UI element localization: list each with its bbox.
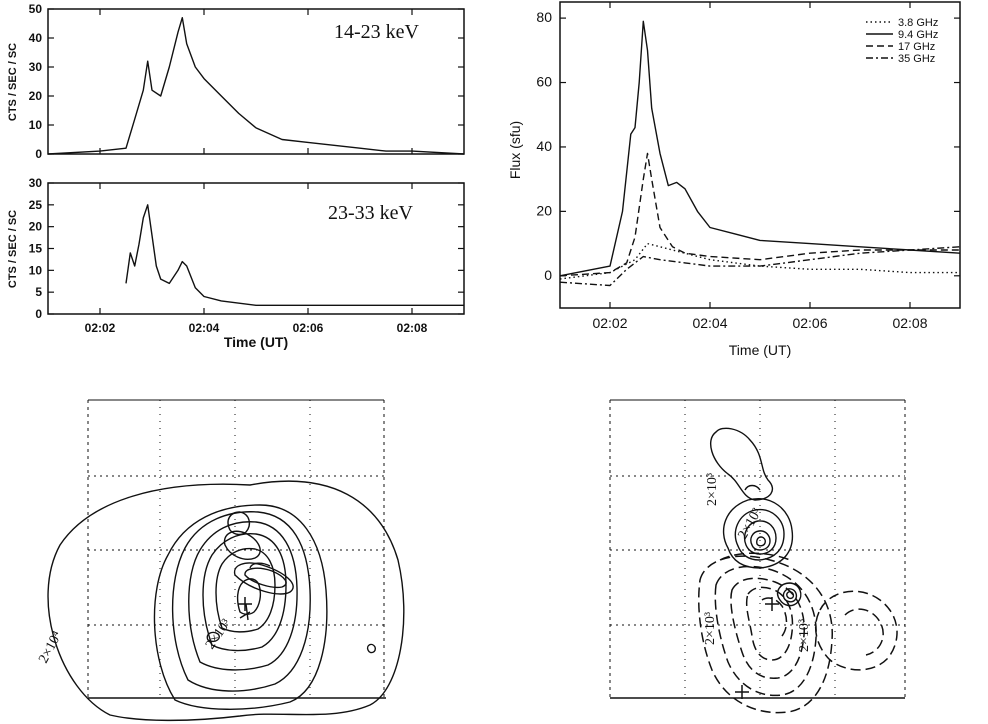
hxr-high-ylabel: CTS / SEC / SC [7,210,19,288]
left-contour-label-1: 2×10⁴ [36,629,65,666]
y-tick-label: 0 [35,307,42,321]
radio-panel: Flux (sfu) Time (UT) 0 20 40 60 80 02:02 02:04… [507,1,961,358]
legend-label: 9.4 GHz [898,29,938,41]
right-map-marker [735,597,779,699]
series-line [47,17,465,155]
y-tick-label: 0 [544,267,552,283]
y-tick-label: 0 [35,147,42,161]
series-line-9-4-ghz [559,20,961,277]
y-tick-label: 20 [536,202,552,218]
right-contour-map: 2×10³ 2×10³ 2×10³ 2×10³ [609,399,906,714]
x-tick-label: 02:08 [892,315,927,331]
y-tick-label: 40 [536,138,552,154]
y-tick-label: 15 [29,242,43,256]
hxr-low-annotation: 14-23 keV [334,21,420,43]
x-tick-label: 02:04 [692,315,727,331]
legend-label: 35 GHz [898,53,935,65]
left-contour-map: 2×10⁴ 2×10³ [36,399,405,722]
hxr-high-annotation: 23-33 keV [328,202,414,224]
hxr-low-ylabel: CTS / SEC / SC [7,43,19,121]
y-tick-label: 10 [29,263,43,277]
right-contour-label-4: 2×10³ [797,619,812,652]
y-tick-label: 20 [29,220,43,234]
x-tick-label: 02:08 [397,321,428,335]
right-contour-label-1: 2×10³ [705,473,720,506]
radio-frame [559,1,961,309]
hxr-high-xlabel: Time (UT) [224,334,288,350]
y-tick-label: 10 [29,118,43,132]
hxr-high-panel: 23-33 keV CTS / SEC / SC Time (UT) 0 5 10 1… [7,176,465,350]
y-tick-label: 60 [536,74,552,90]
right-contour-label-3: 2×10³ [703,612,718,645]
y-tick-label: 40 [29,31,43,45]
y-tick-label: 30 [29,176,43,190]
legend-label: 17 GHz [898,41,935,53]
series-line-17-ghz [559,152,960,277]
hxr-low-panel: 14-23 keV CTS / SEC / SC 0 10 20 30 40 50 [7,2,465,161]
x-tick-label: 02:06 [293,321,324,335]
legend-label: 3.8 GHz [898,17,938,29]
radio-xlabel: Time (UT) [729,342,791,358]
x-tick-label: 02:02 [85,321,116,335]
series-line-35-ghz [559,246,961,287]
right-map-grid [609,399,906,699]
x-tick-label: 02:04 [189,321,220,335]
x-tick-label: 02:06 [792,315,827,331]
right-map-dashed-contours [698,552,898,714]
series-line [125,204,464,306]
y-tick-label: 80 [536,9,552,25]
left-map-marker [238,597,252,611]
y-tick-label: 30 [29,60,43,74]
radio-ylabel: Flux (sfu) [507,121,523,179]
y-tick-label: 5 [35,285,42,299]
y-tick-label: 25 [29,198,43,212]
hxr-low-frame [47,8,465,155]
y-tick-label: 50 [29,2,43,16]
y-tick-label: 20 [29,89,43,103]
left-map-grid [87,399,386,699]
x-tick-label: 02:02 [592,315,627,331]
left-map-contours [47,480,405,722]
